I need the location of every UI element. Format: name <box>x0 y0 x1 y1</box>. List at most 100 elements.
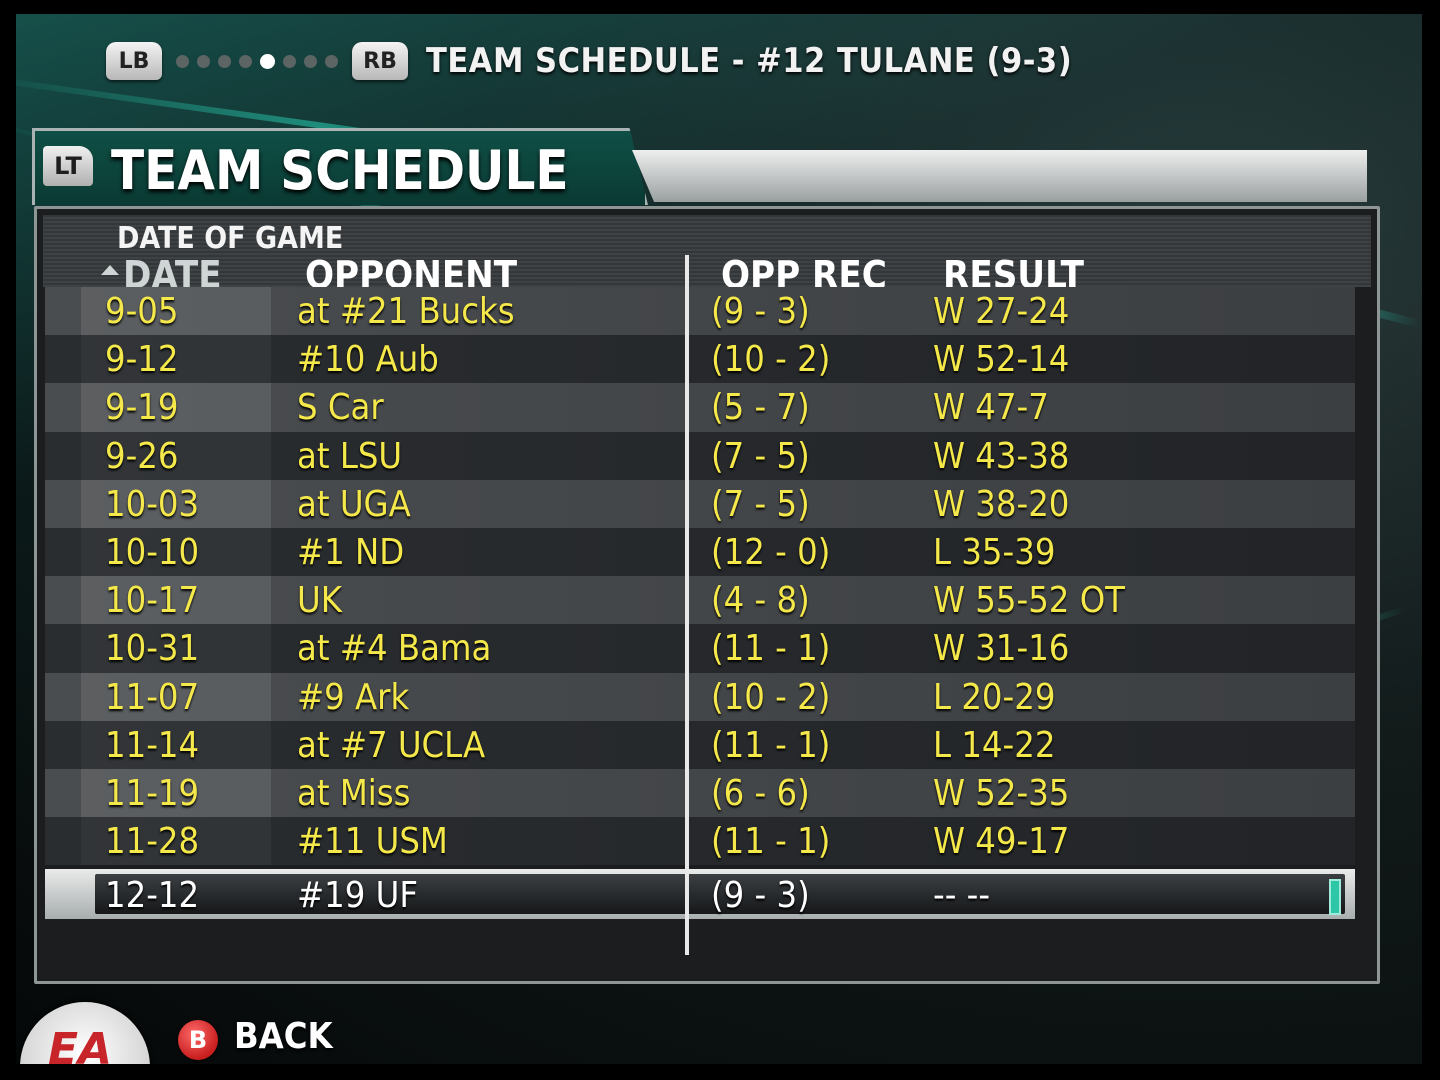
date-cell: 11-19 <box>105 772 200 814</box>
game-screen: LB RB TEAM SCHEDULE - #12 TULANE (9-3) L… <box>16 14 1422 1064</box>
result-cell: L 14-22 <box>933 724 1056 766</box>
table-row[interactable]: 11-28 #11 USM (11 - 1) W 49-17 <box>45 817 1355 866</box>
result-cell: -- -- <box>933 875 991 917</box>
table-row[interactable]: 11-19 at Miss (6 - 6) W 52-35 <box>45 768 1355 818</box>
date-cell: 11-07 <box>105 676 200 718</box>
date-cell: 10-31 <box>105 628 200 670</box>
date-cell-background <box>81 383 271 432</box>
date-cell: 11-14 <box>105 724 200 766</box>
date-cell-background <box>81 720 271 769</box>
result-cell: W 52-14 <box>933 339 1070 381</box>
table-row[interactable]: 9-19 S Car (5 - 7) W 47-7 <box>45 383 1355 432</box>
date-cell: 9-12 <box>105 339 179 381</box>
table-row[interactable]: 11-07 #9 Ark (10 - 2) L 20-29 <box>45 672 1355 721</box>
result-cell: W 52-35 <box>933 772 1070 814</box>
date-cell: 9-05 <box>105 291 179 332</box>
opponent-cell: at Miss <box>297 772 411 814</box>
page-dot <box>197 54 210 68</box>
table-row[interactable]: 9-12 #10 Aub (10 - 2) W 52-14 <box>45 335 1355 384</box>
date-cell: 10-17 <box>105 580 200 622</box>
opponent-cell: at #4 Bama <box>297 628 492 670</box>
ea-logo: EA <box>20 1002 150 1064</box>
sort-hint: DATE OF GAME <box>117 221 344 256</box>
sort-up-icon <box>101 264 119 275</box>
result-cell: L 35-39 <box>933 531 1056 573</box>
page-title: TEAM SCHEDULE - #12 TULANE (9-3) <box>426 41 1073 81</box>
date-cell-background <box>81 287 271 336</box>
screen-header-tab: LT TEAM SCHEDULE <box>32 128 648 205</box>
opponent-cell: #1 ND <box>297 531 405 573</box>
opponent-cell: #9 Ark <box>297 676 410 718</box>
opponent-cell: #11 USM <box>297 821 448 863</box>
result-cell: W 47-7 <box>933 387 1049 429</box>
b-button-icon[interactable]: B <box>178 1020 218 1060</box>
opp-rec-cell: (10 - 2) <box>711 339 831 381</box>
date-cell-background <box>81 672 271 721</box>
date-cell: 9-26 <box>105 435 179 477</box>
opponent-cell: at UGA <box>297 483 411 525</box>
screen-title: TEAM SCHEDULE <box>111 139 569 202</box>
table-row[interactable]: 10-31 at #4 Bama (11 - 1) W 31-16 <box>45 624 1355 673</box>
opp-rec-cell: (4 - 8) <box>711 580 810 622</box>
opp-rec-cell: (6 - 6) <box>711 772 810 814</box>
column-divider <box>685 255 689 955</box>
page-dot <box>239 54 252 68</box>
page-indicator <box>176 53 338 69</box>
table-row[interactable]: 10-03 at UGA (7 - 5) W 38-20 <box>45 479 1355 528</box>
result-cell: L 20-29 <box>933 676 1056 718</box>
result-cell: W 55-52 OT <box>933 580 1125 622</box>
back-button-label[interactable]: BACK <box>234 1016 333 1057</box>
table-row[interactable]: 9-05 at #21 Bucks (9 - 3) W 27-24 <box>45 287 1355 336</box>
opp-rec-cell: (9 - 3) <box>711 291 810 332</box>
opp-rec-cell: (7 - 5) <box>711 483 810 525</box>
table-row[interactable]: 10-10 #1 ND (12 - 0) L 35-39 <box>45 527 1355 577</box>
left-bumper-button[interactable]: LB <box>106 42 162 80</box>
result-cell: W 38-20 <box>933 483 1070 525</box>
date-cell-background <box>81 817 271 866</box>
page-dot <box>325 54 338 68</box>
ea-logo-text: EA <box>48 1024 113 1064</box>
page-dot <box>260 53 275 69</box>
schedule-table: 9-05 at #21 Bucks (9 - 3) W 27-24 9-12 #10 Au… <box>45 287 1355 920</box>
table-header: DATE OF GAME DATE OPPONENT OPP REC RESUL… <box>43 215 1371 297</box>
selection-highlight <box>95 874 1345 915</box>
table-row[interactable]: 9-26 at LSU (7 - 5) W 43-38 <box>45 431 1355 480</box>
table-row[interactable]: 11-14 at #7 UCLA (11 - 1) L 14-22 <box>45 720 1355 769</box>
date-cell: 12-12 <box>105 875 200 917</box>
table-row[interactable]: 10-17 UK (4 - 8) W 55-52 OT <box>45 576 1355 625</box>
left-trigger-button[interactable]: LT <box>43 146 93 186</box>
page-dot <box>304 54 317 68</box>
date-cell-background <box>81 768 271 818</box>
date-cell-background <box>81 335 271 384</box>
opponent-cell: S Car <box>297 387 384 429</box>
selection-marker <box>1329 879 1341 916</box>
result-cell: W 43-38 <box>933 435 1070 477</box>
opp-rec-cell: (9 - 3) <box>711 875 810 917</box>
date-cell-background <box>81 624 271 673</box>
top-navigation: LB RB TEAM SCHEDULE - #12 TULANE (9-3) <box>106 34 1072 88</box>
date-cell-background <box>81 576 271 625</box>
opp-rec-cell: (12 - 0) <box>711 531 831 573</box>
date-cell: 10-10 <box>105 531 200 573</box>
right-bumper-button[interactable]: RB <box>352 42 408 80</box>
page-dot <box>176 54 189 68</box>
result-cell: W 31-16 <box>933 628 1070 670</box>
date-cell-background <box>81 479 271 528</box>
date-cell: 11-28 <box>105 821 200 863</box>
opponent-cell: #10 Aub <box>297 339 439 381</box>
opponent-cell: at LSU <box>297 435 403 477</box>
page-dot <box>218 54 231 68</box>
opp-rec-cell: (10 - 2) <box>711 676 831 718</box>
opponent-cell: #19 UF <box>297 875 418 917</box>
date-cell-background <box>81 431 271 480</box>
opp-rec-cell: (11 - 1) <box>711 724 831 766</box>
opp-rec-cell: (11 - 1) <box>711 821 831 863</box>
result-cell: W 49-17 <box>933 821 1070 863</box>
date-cell: 10-03 <box>105 483 200 525</box>
opp-rec-cell: (5 - 7) <box>711 387 810 429</box>
opp-rec-cell: (7 - 5) <box>711 435 810 477</box>
page-dot <box>283 54 296 68</box>
footer: EA B BACK <box>16 994 1422 1064</box>
table-row-selected[interactable]: 12-12 #19 UF (9 - 3) -- -- <box>45 869 1355 920</box>
schedule-panel: DATE OF GAME DATE OPPONENT OPP REC RESUL… <box>34 206 1380 984</box>
